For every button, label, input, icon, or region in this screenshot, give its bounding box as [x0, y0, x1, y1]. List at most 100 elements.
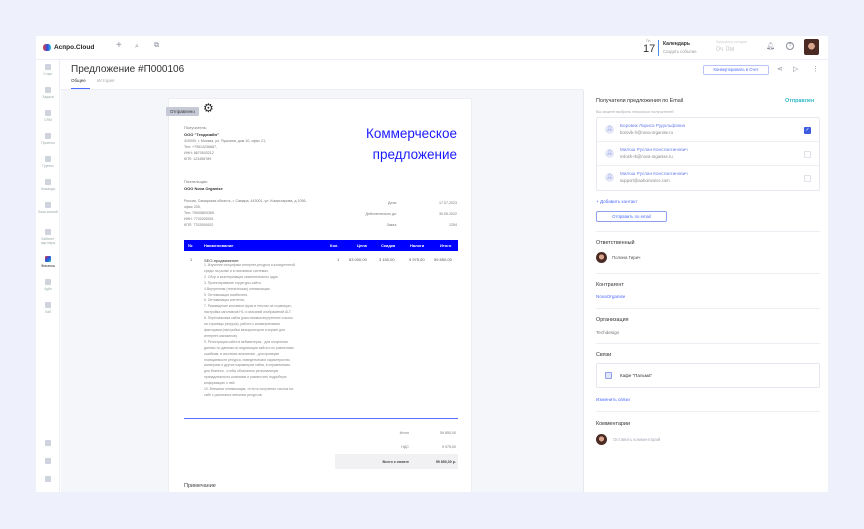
- send-email-button[interactable]: Отправить по email: [596, 211, 667, 222]
- knowledge-icon: [45, 202, 51, 208]
- description-line: 6. Оптимизация контента.: [204, 298, 245, 303]
- description-line: информацию о ней.: [204, 381, 236, 386]
- tab-general[interactable]: Общее: [71, 78, 86, 83]
- description-line: на страницы ресурса), работа с коммерчес…: [204, 322, 280, 327]
- add-icon[interactable]: +: [116, 40, 122, 51]
- sidebar: Старт Задачи CRM Проекты Группы Команда …: [36, 60, 60, 492]
- description-line: посещаемости ресурса, поведенческих хара…: [204, 357, 291, 362]
- tab-history[interactable]: История: [97, 78, 115, 83]
- more-icon[interactable]: ⋮: [812, 66, 819, 73]
- add-contact-link[interactable]: + Добавить контакт: [596, 199, 638, 204]
- payer-phone: Тел: 79005800365: [184, 211, 214, 215]
- description-line: конверсии и других параметров сайта, в с…: [204, 363, 291, 368]
- load-label: Загружено сегодня: [716, 40, 747, 44]
- contact-name: Милош Руслан Константинович: [620, 147, 688, 152]
- contact-checkbox[interactable]: ✓: [804, 127, 811, 134]
- responsible-title: Ответственный: [596, 240, 635, 246]
- counterparty-link[interactable]: NovaOrganise: [596, 294, 626, 299]
- sidebar-item-team[interactable]: Команда: [36, 179, 60, 191]
- recipient-inn: ИНН: 8670543212: [184, 151, 214, 155]
- sidebar-label: Задачи: [42, 95, 54, 99]
- meta-date-value: 17.07.2023: [439, 201, 457, 205]
- calendar-day-name: Пн: [646, 39, 651, 43]
- row-num: 1: [190, 257, 193, 262]
- email-hint: Вы можете выбрать несколько получателей: [596, 110, 674, 114]
- sidebar-bottom-3[interactable]: [36, 476, 60, 484]
- col-num: №: [188, 243, 193, 248]
- contact-item[interactable]: 👤︎ Милош Руслан Константинович support@a…: [597, 166, 819, 190]
- recipient-kpp: КПП: 123456789: [184, 157, 212, 161]
- link-item[interactable]: Кафе "Пальма": [596, 363, 820, 388]
- sidebar-label: Команда: [41, 187, 55, 191]
- edit-links-link[interactable]: Изменить связи: [596, 397, 630, 402]
- user-icon: 👤︎: [605, 149, 614, 158]
- app-window: Аспро.Cloud + ⌕ ⧉ Пн 17 Календарь Создат…: [36, 36, 828, 492]
- recipient-name: ООО "Техдизайн": [184, 132, 219, 137]
- contact-item[interactable]: 👤︎ Боровик Лариса Рудольфовна borovik-lr…: [597, 118, 819, 142]
- links-title: Связи: [596, 352, 612, 358]
- sidebar-label: База знаний: [38, 210, 58, 214]
- meta-valid-value: 30.05.2022: [439, 212, 457, 216]
- sidebar-item-knowledge[interactable]: База знаний: [36, 202, 60, 214]
- status-tag: Отправлено: [166, 107, 199, 116]
- doc-title-line2: предложение: [372, 147, 457, 162]
- user-icon: 👤︎: [605, 125, 614, 134]
- payer-inn: ИНН: 7702000001: [184, 217, 214, 221]
- load-value: 0ч 0м: [716, 46, 735, 53]
- send-icon[interactable]: ▷: [793, 66, 799, 73]
- description-line: для бизнеса - чтобы обозначить региональ…: [204, 369, 279, 374]
- share-icon[interactable]: ⋖: [777, 66, 783, 73]
- calendar-divider: [658, 40, 659, 56]
- recipient-address: 410000, г. Москва, ул. Пушкина, дом 10, …: [184, 139, 267, 143]
- sidebar-item-finance[interactable]: Финансы: [36, 256, 60, 268]
- settings-icon: [45, 458, 51, 464]
- apps-icon: [45, 476, 51, 482]
- divider: [596, 411, 820, 412]
- convert-to-invoice-button[interactable]: Конвертировать в Счет: [703, 65, 769, 75]
- company-logo-icon: ⚙: [203, 101, 214, 115]
- sidebar-item-tasks[interactable]: Задачи: [36, 87, 60, 99]
- contact-item[interactable]: 👤︎ Милош Руслан Константинович milosh-rk…: [597, 142, 819, 166]
- document-preview: ⚙ Отправлено Получатель: ООО "Техдизайн"…: [166, 98, 472, 492]
- sidebar-bottom-2[interactable]: [36, 458, 60, 466]
- description-line: настройка заголовков H1 и описаний изобр…: [204, 310, 292, 315]
- description-line: 3. Проектирование структуры сайта.: [204, 280, 262, 285]
- meta-valid-label: Действительно до:: [365, 212, 397, 216]
- contact-name: Милош Руслан Константинович: [620, 171, 688, 176]
- email-status: Отправлен: [785, 98, 815, 104]
- search-icon[interactable]: ⌕: [135, 43, 139, 50]
- payer-name: ООО Nova Organise: [184, 186, 223, 191]
- email-recipients-title: Получатели предложения по Email: [596, 98, 684, 104]
- comment-avatar: [596, 434, 607, 445]
- sidebar-bottom-1[interactable]: [36, 440, 60, 448]
- sidebar-item-hub[interactable]: Хаб: [36, 302, 60, 314]
- contact-checkbox[interactable]: [804, 151, 811, 158]
- app-logo[interactable]: Аспро.Cloud: [54, 44, 95, 51]
- description-line: 5. Оптимизация юзабилити.: [204, 292, 249, 297]
- user-avatar[interactable]: [804, 39, 819, 55]
- description-line: ошибкам, в системах аналитики - для пров…: [204, 351, 279, 356]
- description-line: 9. Регистрация сайта в вебмастерах - для…: [204, 339, 288, 344]
- deal-icon: [605, 372, 612, 379]
- agile-icon: [45, 279, 51, 285]
- row-price: 63 000,00: [349, 257, 367, 262]
- organization-value: Techdesign: [596, 330, 620, 335]
- sidebar-item-partner[interactable]: Кабинет партнера: [36, 229, 60, 245]
- bell-icon[interactable]: 🔔︎: [766, 43, 775, 50]
- help-icon[interactable]: ?: [786, 42, 794, 50]
- divider: [596, 273, 820, 274]
- sidebar-item-start[interactable]: Старт: [36, 64, 60, 76]
- new-task-icon[interactable]: ⧉: [154, 42, 159, 49]
- sidebar-item-crm[interactable]: CRM: [36, 110, 60, 122]
- sidebar-item-projects[interactable]: Проекты: [36, 133, 60, 145]
- sidebar-item-groups[interactable]: Группы: [36, 156, 60, 168]
- responsible-name[interactable]: Полина Гирич: [612, 255, 641, 260]
- calendar-link[interactable]: Календарь: [663, 41, 690, 47]
- sidebar-item-agile[interactable]: Agile: [36, 279, 60, 291]
- row-name: SEO-продвижение: [204, 258, 239, 263]
- comment-input[interactable]: Оставить комментарий: [613, 437, 661, 442]
- contact-checkbox[interactable]: [804, 175, 811, 182]
- col-qty: Кол.: [330, 243, 339, 248]
- top-bar: Аспро.Cloud + ⌕ ⧉ Пн 17 Календарь Создат…: [36, 36, 828, 60]
- create-event-link[interactable]: Создать событие: [663, 49, 697, 54]
